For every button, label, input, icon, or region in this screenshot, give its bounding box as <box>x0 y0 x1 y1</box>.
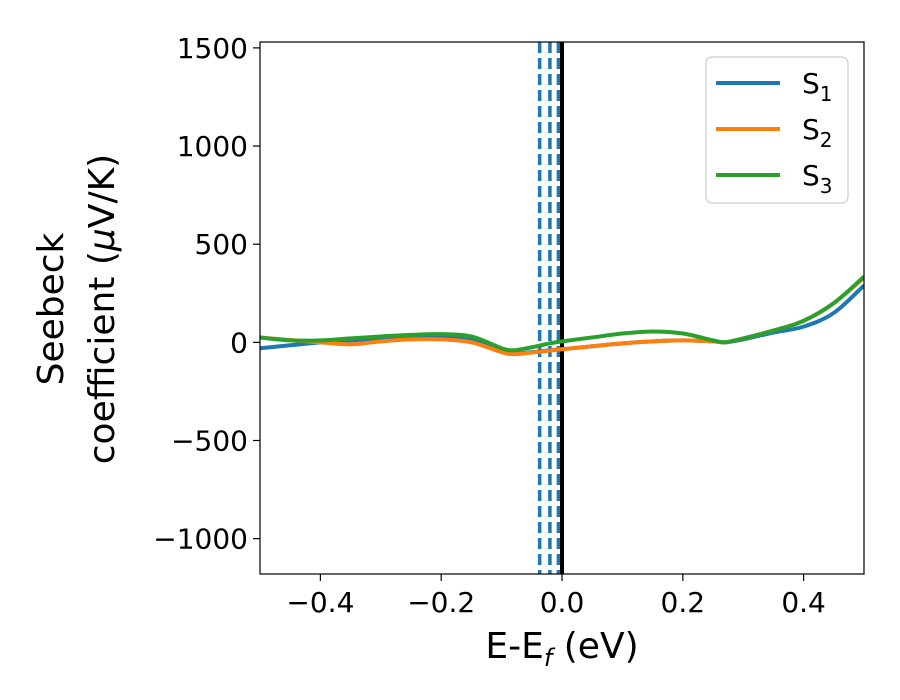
legend-label-s3: S3 <box>802 159 833 198</box>
x-tick-label: −0.2 <box>407 586 475 619</box>
y-axis-label: Seebeck coefficient (μV/K) <box>31 154 123 464</box>
y-tick-label: 0 <box>230 326 248 359</box>
legend-label-s1: S1 <box>802 67 833 106</box>
y-tick-label: −1000 <box>153 523 248 556</box>
vertical-lines <box>537 42 564 574</box>
y-tick-label: 1000 <box>177 130 248 163</box>
x-axis-ticks: −0.4 −0.2 0.0 0.2 0.4 <box>286 574 826 619</box>
x-tick-label: −0.4 <box>286 586 354 619</box>
series-line-s3 <box>260 275 864 353</box>
x-tick-label: 0.4 <box>781 586 826 619</box>
y-tick-label: 1500 <box>177 32 248 65</box>
y-axis-label-line2: coefficient (μV/K) <box>82 154 123 464</box>
series-lines <box>260 275 864 357</box>
x-tick-label: 0.2 <box>661 586 706 619</box>
x-tick-label: 0.0 <box>540 586 585 619</box>
y-tick-label: 500 <box>195 228 248 261</box>
x-axis-label: E-Ef (eV) <box>485 626 638 672</box>
legend: S1 S2 S3 <box>705 56 849 204</box>
legend-label-s2: S2 <box>802 113 833 152</box>
y-tick-label: −500 <box>171 425 248 458</box>
y-axis-label-line1: Seebeck <box>31 232 72 385</box>
y-axis-ticks: −1000 −500 0 500 1000 1500 <box>153 32 260 556</box>
